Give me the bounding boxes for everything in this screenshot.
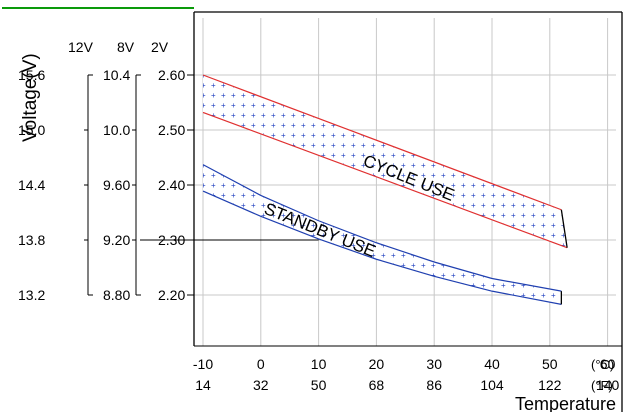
y-tick-label: 14.4	[18, 177, 45, 193]
band-upper-line-1	[202, 164, 562, 292]
band-lower-line-0	[202, 111, 568, 249]
y-tick-label: 13.8	[18, 232, 45, 248]
x-tick-label-celsius: -10	[193, 356, 213, 372]
y-scale-header-12V: 12V	[68, 39, 94, 55]
x-tick-label-fahrenheit: 140	[596, 377, 620, 393]
y-tick-label: 9.60	[103, 177, 130, 193]
y-tick-label: 2.60	[158, 67, 185, 83]
axes	[193, 11, 623, 412]
band-upper-line-0	[202, 74, 562, 211]
band-fill-1	[203, 164, 562, 305]
x-tick-label-celsius: 40	[484, 356, 500, 372]
x-unit-fahrenheit: (°F)	[591, 378, 613, 393]
x-axis-scales: -1014032105020683086401045012260140(°C)(…	[193, 356, 620, 414]
band-lower-line-1	[202, 190, 562, 305]
x-tick-label-fahrenheit: 86	[426, 377, 442, 393]
x-tick-label-celsius: 20	[369, 356, 385, 372]
x-tick-label-celsius: 30	[426, 356, 442, 372]
y-tick-label: 2.20	[158, 287, 185, 303]
y-tick-label: 15.6	[18, 67, 45, 83]
y-scale-header-2V: 2V	[151, 39, 169, 55]
x-tick-label-fahrenheit: 50	[311, 377, 327, 393]
y-tick-label: 10.4	[103, 67, 130, 83]
x-tick-label-fahrenheit: 14	[195, 377, 211, 393]
title-underline-bar	[2, 7, 194, 9]
band-fill-0	[203, 75, 568, 248]
x-tick-label-celsius: 0	[257, 356, 265, 372]
x-unit-celsius: (°C)	[591, 357, 614, 372]
band-end-line-0	[560, 209, 568, 248]
y-tick-label: 15.0	[18, 122, 45, 138]
y-tick-label: 13.2	[18, 287, 45, 303]
y-tick-label: 10.0	[103, 122, 130, 138]
band-label-standby-use: STANDBY USE	[262, 199, 379, 261]
y-tick-label: 2.50	[158, 122, 185, 138]
x-tick-label-fahrenheit: 32	[253, 377, 269, 393]
y-tick-label: 2.40	[158, 177, 185, 193]
x-tick-label-fahrenheit: 104	[480, 377, 504, 393]
x-tick-label-fahrenheit: 68	[369, 377, 385, 393]
y-scale-header-8V: 8V	[117, 39, 135, 55]
y-axis-title: Voltage(V)	[20, 53, 41, 142]
y-tick-label: 9.20	[103, 232, 130, 248]
y-tick-label: 8.80	[103, 287, 130, 303]
x-tick-label-celsius: 60	[600, 356, 616, 372]
x-tick-label-celsius: 50	[542, 356, 558, 372]
x-axis-title: Temperature	[515, 394, 616, 412]
x-tick-label-celsius: 10	[311, 356, 327, 372]
y-tick-label: 2.30	[158, 232, 185, 248]
x-tick-label-fahrenheit: 122	[538, 377, 562, 393]
y-axis-scales: Voltage(V) 12V 15.6 15.0 14.4 13.8 13.2 8V 10.4 1…	[18, 39, 194, 303]
